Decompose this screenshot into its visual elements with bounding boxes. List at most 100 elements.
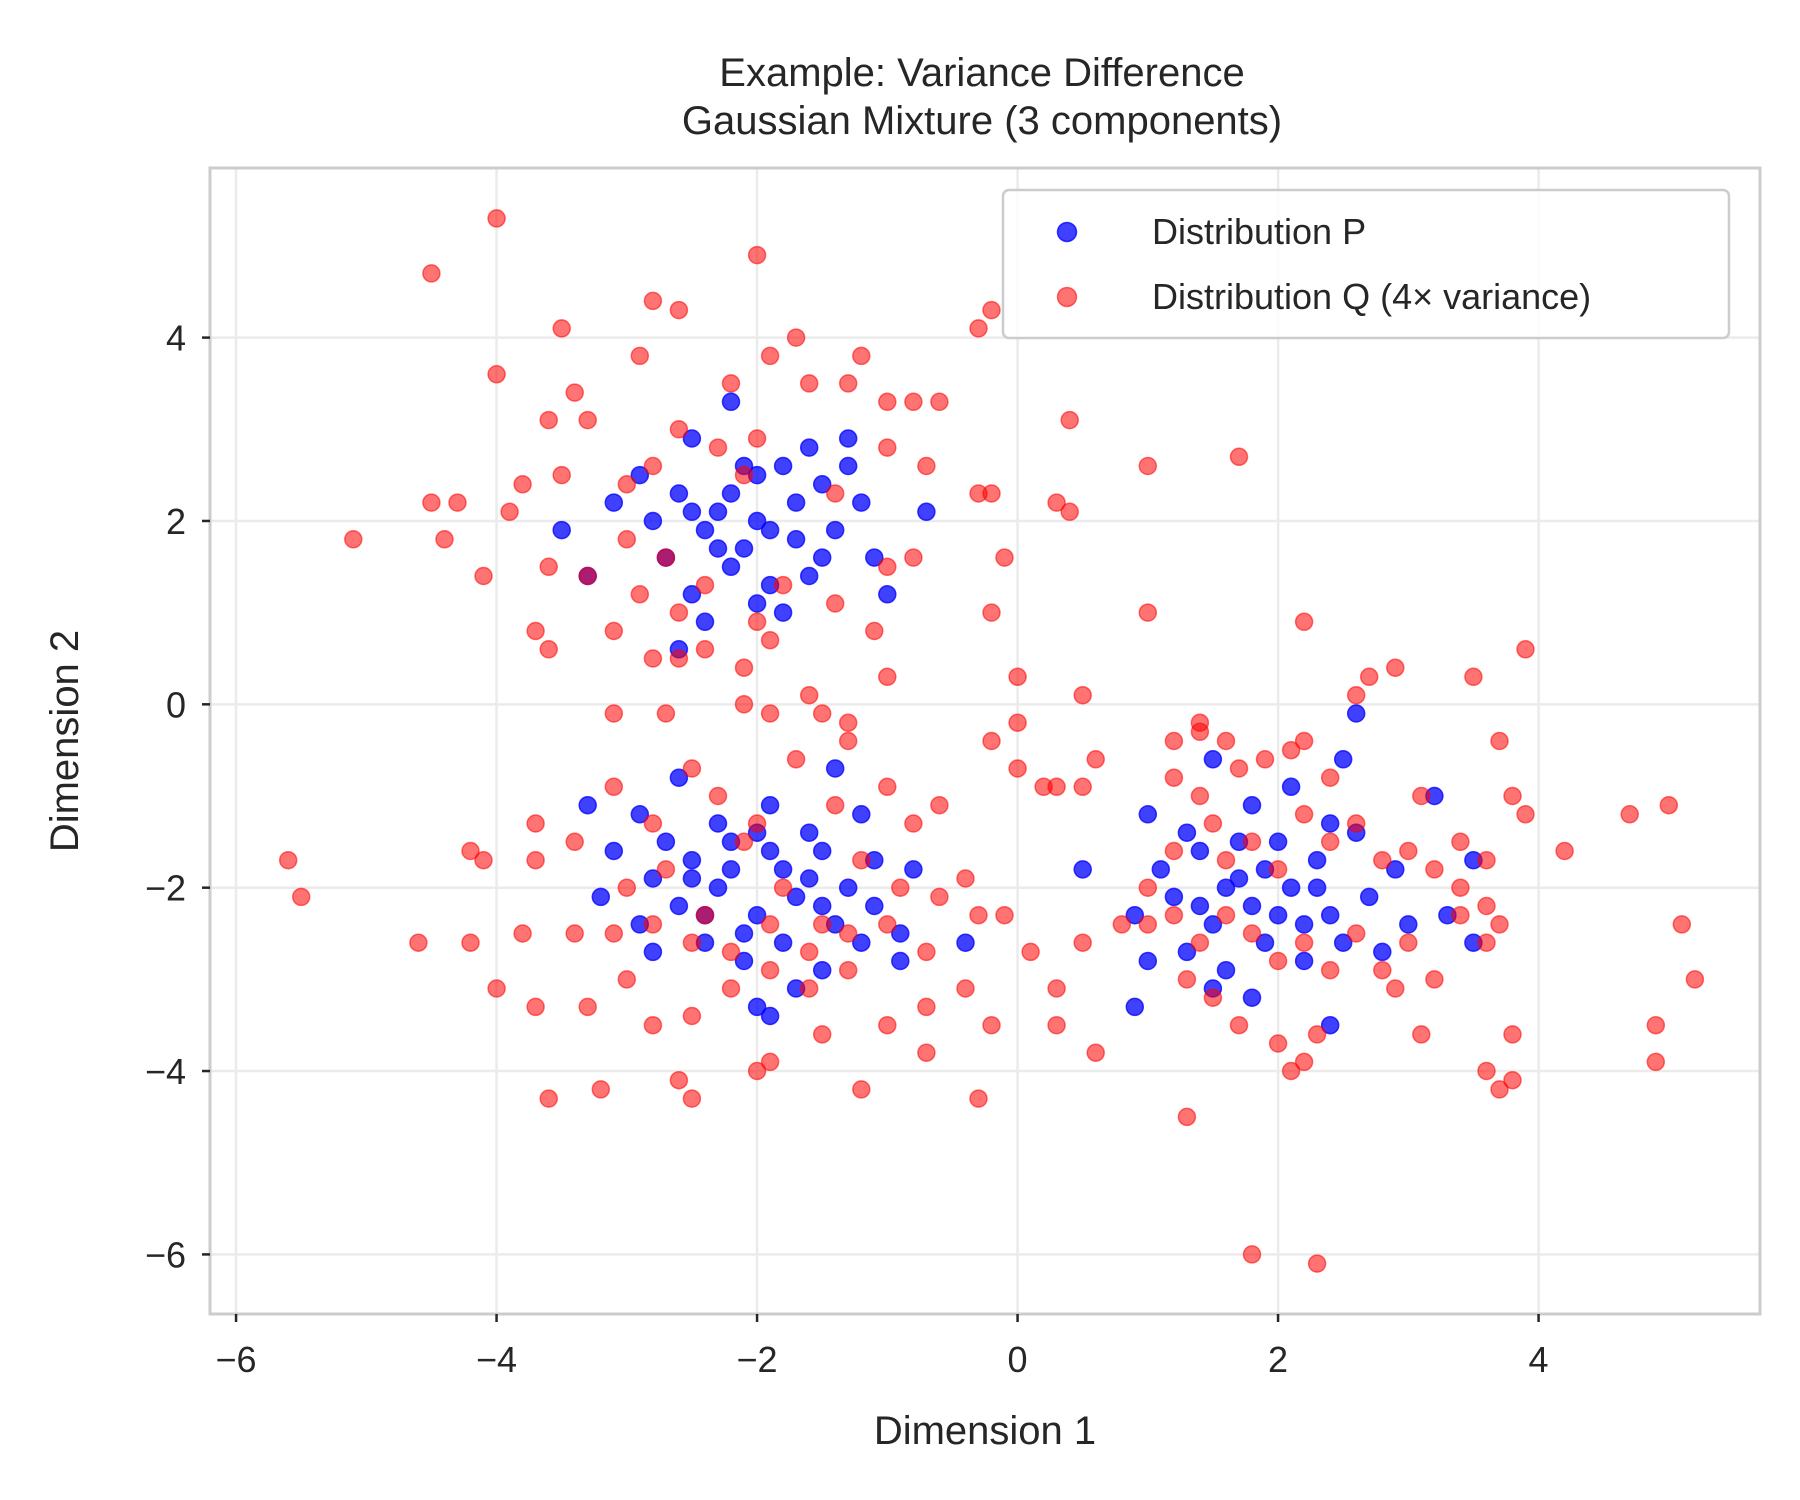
scatter-point <box>1021 942 1040 962</box>
scatter-point <box>1164 905 1184 925</box>
scatter-point <box>878 1015 897 1035</box>
scatter-point <box>1190 933 1210 952</box>
scatter-point <box>773 575 793 595</box>
scatter-point <box>747 997 767 1017</box>
scatter-point <box>1073 685 1092 705</box>
scatter-point <box>812 548 832 567</box>
scatter-point <box>865 896 884 916</box>
scatter-point <box>760 915 780 934</box>
scatter-point <box>1672 915 1692 934</box>
scatter-point <box>669 484 689 503</box>
scatter-point <box>760 704 780 723</box>
scatter-point <box>1307 1025 1327 1044</box>
scatter-point <box>786 493 806 512</box>
scatter-point <box>1399 841 1418 861</box>
scatter-point <box>786 328 806 347</box>
scatter-point <box>747 245 767 265</box>
scatter-point <box>982 731 1001 751</box>
y-tick-label: 0 <box>166 684 186 725</box>
scatter-point <box>812 1025 832 1044</box>
scatter-point <box>617 878 637 897</box>
scatter-point <box>1203 988 1223 1007</box>
scatter-point <box>1620 805 1639 824</box>
scatter-point <box>760 841 780 861</box>
scatter-point <box>1294 951 1314 971</box>
x-tick-label: 4 <box>1529 1339 1549 1380</box>
scatter-point <box>799 438 819 457</box>
scatter-point <box>643 942 663 962</box>
scatter-point <box>617 530 637 549</box>
scatter-point <box>1464 667 1483 687</box>
scatter-point <box>799 869 819 888</box>
series-p <box>552 392 1483 1035</box>
scatter-point <box>825 520 845 540</box>
scatter-point <box>982 603 1001 622</box>
scatter-point <box>1346 685 1366 705</box>
scatter-point <box>708 438 728 457</box>
scatter-point <box>1255 933 1275 952</box>
scatter-point <box>539 1089 558 1108</box>
scatter-point <box>734 695 754 714</box>
scatter-point <box>721 860 741 879</box>
scatter-point <box>1451 832 1470 852</box>
scatter-point <box>904 548 923 567</box>
x-tick-label: −6 <box>216 1339 257 1380</box>
scatter-point <box>682 1089 702 1108</box>
scatter-point <box>799 823 819 842</box>
scatter-point <box>773 860 793 879</box>
scatter-point <box>1190 722 1210 742</box>
scatter-point <box>956 979 975 998</box>
scatter-point <box>669 420 689 439</box>
scatter-point <box>1281 878 1301 897</box>
scatter-point <box>799 374 819 393</box>
scatter-point <box>474 566 493 586</box>
scatter-point <box>1333 933 1353 952</box>
scatter-point <box>1659 795 1679 815</box>
scatter-point <box>513 924 532 943</box>
scatter-point <box>878 438 897 457</box>
x-axis-label: Dimension 1 <box>874 1409 1096 1453</box>
scatter-point <box>708 539 728 558</box>
scatter-point <box>643 915 663 934</box>
scatter-point <box>1047 979 1066 998</box>
scatter-point <box>891 951 910 971</box>
scatter-point <box>747 814 767 833</box>
scatter-point <box>1138 603 1158 622</box>
scatter-point <box>1320 1015 1340 1035</box>
scatter-point <box>565 383 584 402</box>
scatter-point <box>1047 777 1066 797</box>
scatter-point <box>734 658 754 677</box>
scatter-point <box>630 346 650 366</box>
scatter-point <box>812 896 832 916</box>
scatter-point <box>708 878 728 897</box>
scatter-point <box>643 869 663 888</box>
gridlines <box>210 168 1760 1314</box>
scatter-point <box>982 484 1001 503</box>
scatter-point <box>539 557 558 577</box>
scatter-point <box>1138 805 1158 824</box>
scatter-point <box>1373 960 1392 980</box>
scatter-point <box>760 960 780 980</box>
scatter-point <box>982 300 1001 320</box>
scatter-point <box>825 484 845 503</box>
scatter-point <box>1203 915 1223 934</box>
scatter-point <box>669 768 689 787</box>
scatter-point <box>1373 942 1392 962</box>
scatter-point <box>1073 777 1092 797</box>
scatter-point <box>1320 768 1340 787</box>
scatter-point <box>656 832 676 852</box>
scatter-point <box>1073 933 1092 952</box>
scatter-point <box>591 1080 611 1099</box>
scatter-point <box>695 640 715 659</box>
scatter-point <box>1190 896 1210 916</box>
scatter-point <box>1294 915 1314 934</box>
scatter-point <box>1281 1061 1301 1081</box>
scatter-point <box>878 392 897 412</box>
scatter-point <box>747 594 767 613</box>
x-tick-label: 0 <box>1008 1339 1028 1380</box>
scatter-point <box>1503 786 1522 806</box>
scatter-point <box>682 850 702 870</box>
scatter-point <box>487 979 506 998</box>
scatter-point <box>1047 493 1066 512</box>
scatter-point <box>656 548 676 567</box>
